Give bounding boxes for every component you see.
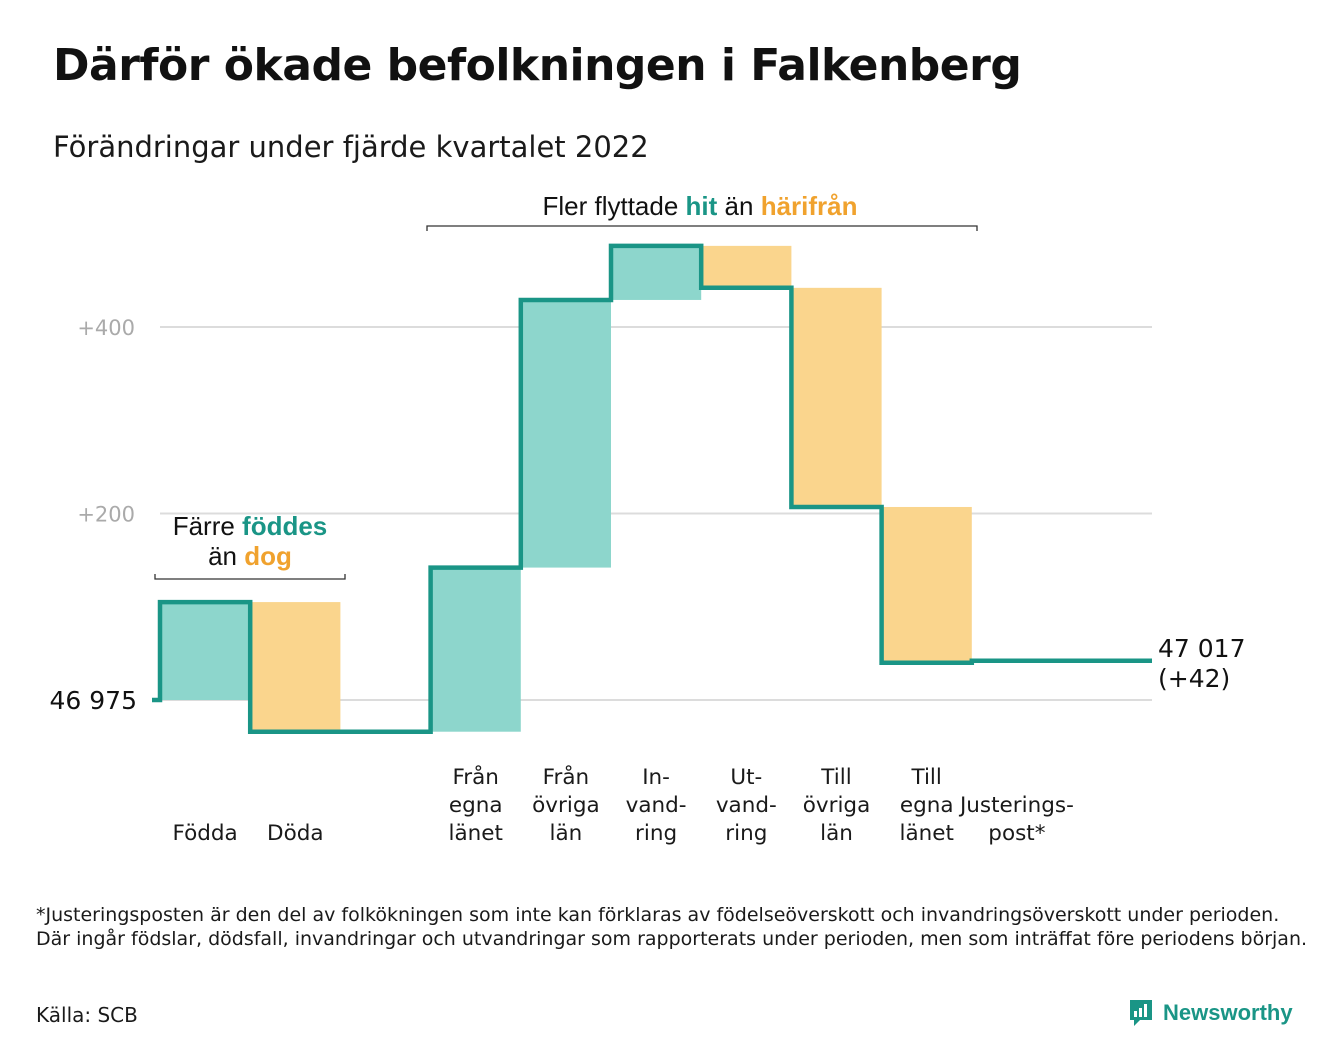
category-label: län (820, 821, 853, 846)
end-change-label: (+42) (1158, 664, 1230, 693)
category-label: Från (452, 764, 498, 790)
category-label: Döda (267, 821, 324, 846)
migration-annotation-text: Fler flyttade hit än härifrån (542, 191, 857, 221)
category-label: länet (448, 821, 502, 846)
category-label: ring (635, 821, 677, 846)
category-label: län (550, 821, 583, 846)
category-label: Från (543, 764, 589, 790)
bars (160, 245, 972, 732)
newsworthy-logo-icon (1130, 1000, 1152, 1026)
births-bracket (154, 574, 346, 580)
category-label: Födda (172, 821, 237, 846)
category-label: Ut- (730, 765, 762, 790)
category-label: egna (900, 793, 954, 818)
births-annotation: Färre föddes än dog (154, 511, 346, 580)
y-tick-label: +200 (77, 503, 135, 527)
category-label: övriga (532, 793, 600, 818)
source-label: Källa: SCB (36, 1003, 138, 1027)
brand-name: Newsworthy (1163, 1000, 1293, 1025)
category-label: vand- (716, 793, 777, 818)
labels: +200 +400 Födda Döda Från egna länet Från övriga… (50, 316, 1246, 846)
category-label: Till (820, 765, 851, 790)
waterfall-chart: +200 +400 Födda Döda Från egna länet Från övriga… (50, 191, 1246, 846)
brand[interactable]: Newsworthy (1128, 998, 1293, 1028)
category-label: Justerings- (958, 793, 1074, 818)
births-annotation-line1: Färre föddes (173, 511, 328, 541)
category-label: egna (449, 793, 503, 818)
footnote: *Justeringsposten är den del av folkökni… (36, 904, 1308, 950)
page-subtitle: Förändringar under fjärde kvartalet 2022 (53, 130, 649, 164)
start-value-label: 46 975 (50, 686, 137, 715)
category-label: ring (725, 821, 767, 846)
bar-in (520, 299, 611, 568)
bar-in (160, 602, 251, 700)
end-value-label: 47 017 (1158, 634, 1245, 663)
migration-annotation: Fler flyttade hit än härifrån (426, 191, 978, 231)
category-label: In- (642, 765, 670, 790)
migration-bracket (426, 225, 978, 231)
y-tick-label: +400 (77, 316, 135, 340)
births-annotation-line2: än dog (208, 541, 292, 571)
bar-in (611, 245, 702, 300)
cumulative-line (152, 243, 1152, 734)
category-label: övriga (803, 793, 871, 818)
bar-out (791, 287, 882, 507)
page-title: Därför ökade befolkningen i Falkenberg (53, 40, 1022, 91)
bar-out (701, 245, 792, 288)
category-label: länet (899, 821, 953, 846)
bar-in (430, 567, 521, 732)
bar-out (881, 506, 972, 663)
category-label: post* (988, 821, 1045, 846)
category-label: Till (910, 765, 941, 790)
category-label: vand- (626, 793, 687, 818)
step-line (152, 243, 1152, 734)
bar-out (250, 602, 341, 732)
